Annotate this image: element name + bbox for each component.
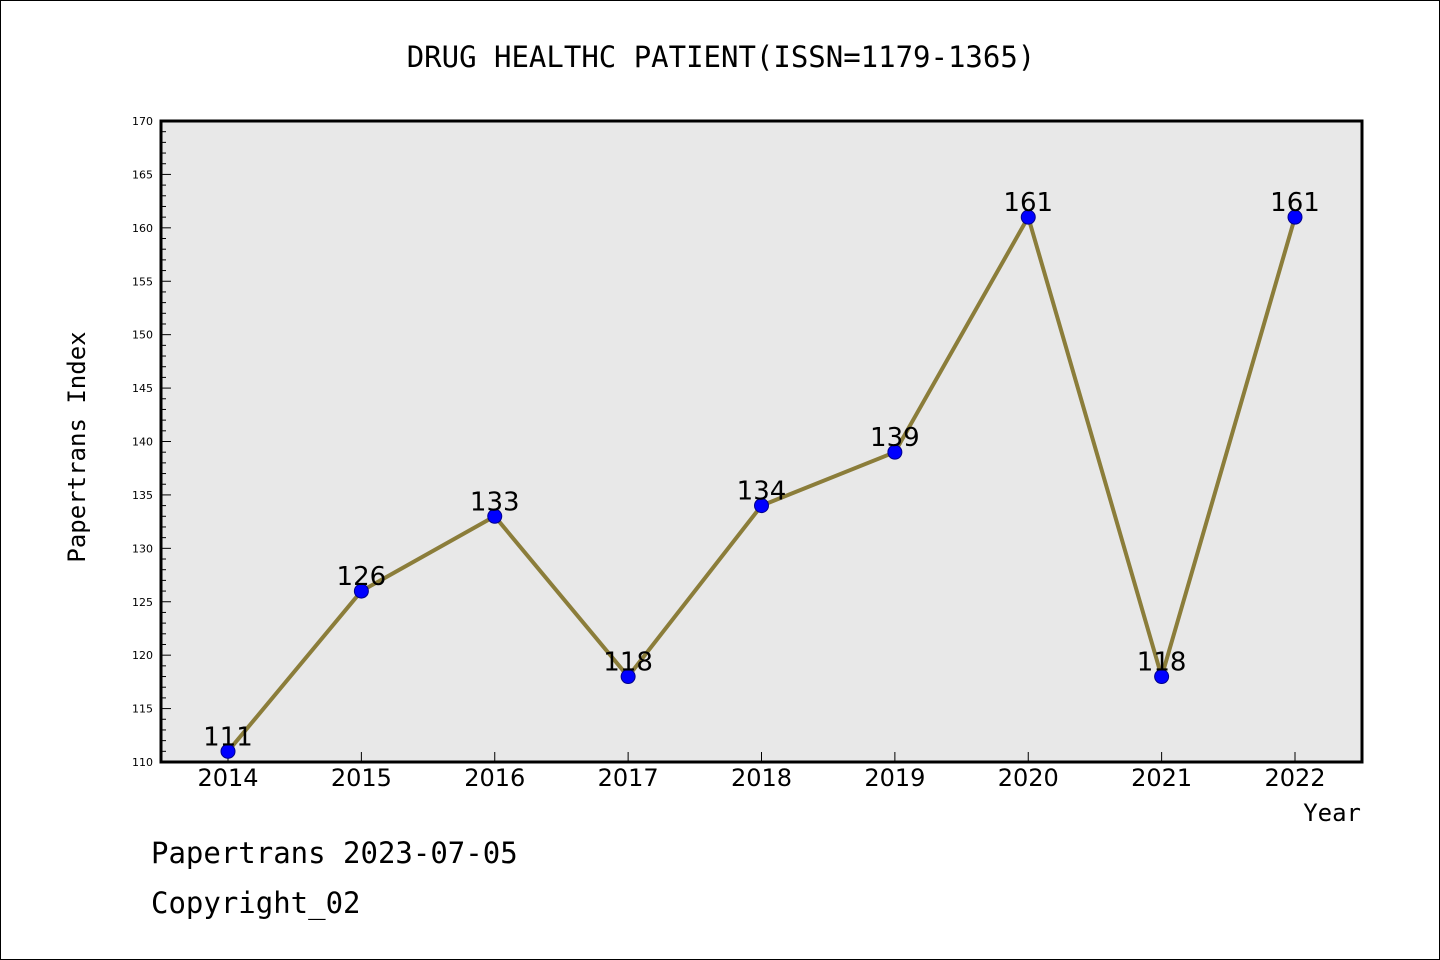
data-label: 134 [737,477,787,507]
data-point [620,669,636,685]
chart-title: DRUG HEALTHC PATIENT(ISSN=1179-1365) [407,40,1036,74]
x-tick-label: 2015 [331,764,392,792]
data-label: 161 [1270,188,1320,218]
x-tick-label: 2014 [197,764,258,792]
x-axis-label: Year [1303,799,1361,827]
y-tick-label: 110 [132,756,153,769]
data-point [754,498,769,514]
x-tick-label: 2016 [464,764,525,792]
y-tick-label: 130 [132,542,153,555]
y-tick-label: 135 [132,489,153,502]
footer-date: Papertrans 2023-07-05 [151,836,518,870]
data-point [1287,209,1303,225]
series-line: 111 126 133 118 134 139 161 118 161 [203,188,1320,759]
data-point [353,583,369,599]
data-label: 111 [203,722,253,752]
x-tick-label: 2020 [998,764,1059,792]
x-axis: 2014 2015 2016 2017 2018 2019 2020 2021 2022 [197,752,1326,792]
data-point [887,444,903,460]
data-label: 118 [1137,648,1187,678]
data-label: 118 [603,648,653,678]
data-label: 139 [870,423,920,453]
data-label: 133 [470,487,520,517]
footer-copyright: Copyright_02 [151,886,361,920]
data-label: 161 [1003,188,1053,218]
y-tick-label: 145 [132,382,153,395]
y-tick-label: 120 [132,649,153,662]
y-tick-label: 115 [132,703,153,716]
y-tick-label: 160 [132,222,153,235]
data-label: 126 [337,562,387,592]
x-tick-label: 2019 [864,764,925,792]
plot-area [159,119,1364,764]
y-tick-label: 125 [132,596,153,609]
data-point [487,508,503,524]
x-tick-label: 2018 [731,764,792,792]
data-point [1154,669,1170,685]
y-tick-label: 150 [132,329,153,342]
y-tick-label: 155 [132,275,153,288]
x-tick-label: 2017 [598,764,659,792]
y-axis-label: Papertrans Index [63,331,91,562]
y-tick-label: 170 [132,115,153,128]
data-point [1020,209,1036,225]
y-axis: 110 115 120 125 130 135 140 145 150 155 160 165 170 [132,115,171,769]
x-tick-label: 2022 [1264,764,1325,792]
data-point [220,743,236,759]
x-tick-label: 2021 [1131,764,1192,792]
y-tick-label: 165 [132,168,153,181]
y-tick-label: 140 [132,436,153,449]
